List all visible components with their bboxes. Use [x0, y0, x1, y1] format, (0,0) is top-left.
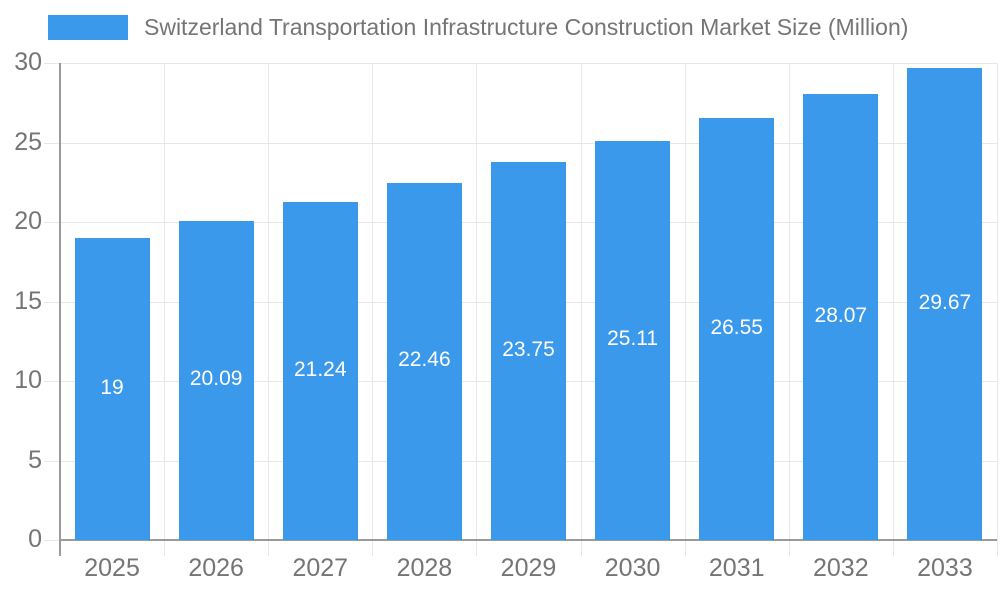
x-tick-label: 2028 [396, 554, 453, 582]
x-tick-label: 2031 [708, 554, 765, 582]
x-tick-label: 2032 [813, 554, 869, 582]
legend-swatch [48, 15, 128, 40]
gridline-vertical [372, 63, 374, 556]
gridline-horizontal [60, 63, 997, 64]
y-tick-label: 25 [14, 127, 42, 156]
y-tick-label: 10 [14, 366, 42, 394]
bar[interactable] [907, 68, 983, 540]
x-tick-label: 2029 [500, 554, 557, 582]
bar[interactable] [595, 140, 671, 540]
x-tick-label: 2030 [604, 554, 661, 582]
gridline-vertical [580, 63, 582, 556]
bar[interactable] [282, 202, 358, 540]
y-tick-mark [44, 63, 60, 64]
x-tick-label: 2026 [188, 554, 244, 582]
y-tick-label: 5 [28, 445, 42, 474]
bar[interactable] [178, 220, 254, 540]
y-tick-mark [44, 460, 60, 462]
y-tick-mark [44, 381, 60, 382]
gridline-horizontal [60, 142, 997, 144]
legend[interactable]: Switzerland Transportation Infrastructur… [48, 14, 908, 41]
bar[interactable] [74, 237, 150, 540]
gridline-vertical [997, 63, 998, 556]
y-tick-mark [44, 301, 60, 303]
y-tick-label: 15 [14, 286, 42, 315]
y-tick-label: 30 [14, 48, 42, 76]
x-axis-line [60, 539, 997, 541]
y-tick-label: 0 [28, 525, 42, 553]
x-tick-label: 2027 [292, 554, 349, 582]
x-tick-label: 2025 [84, 554, 140, 582]
y-tick-mark [44, 142, 60, 144]
x-tick-label: 2033 [917, 554, 973, 582]
y-tick-label: 20 [14, 207, 42, 235]
y-tick-mark [44, 222, 60, 223]
gridline-vertical [788, 63, 790, 556]
y-axis-line [59, 63, 61, 556]
gridline-vertical [476, 63, 478, 556]
bar[interactable] [491, 162, 566, 540]
gridline-vertical [684, 63, 686, 556]
y-tick-mark [44, 540, 60, 541]
gridline-vertical [892, 63, 894, 556]
bar[interactable] [803, 93, 879, 540]
bar[interactable] [386, 182, 462, 540]
legend-label: Switzerland Transportation Infrastructur… [144, 14, 909, 40]
bar[interactable] [699, 117, 775, 540]
gridline-vertical [164, 63, 166, 556]
gridline-vertical [268, 63, 270, 556]
